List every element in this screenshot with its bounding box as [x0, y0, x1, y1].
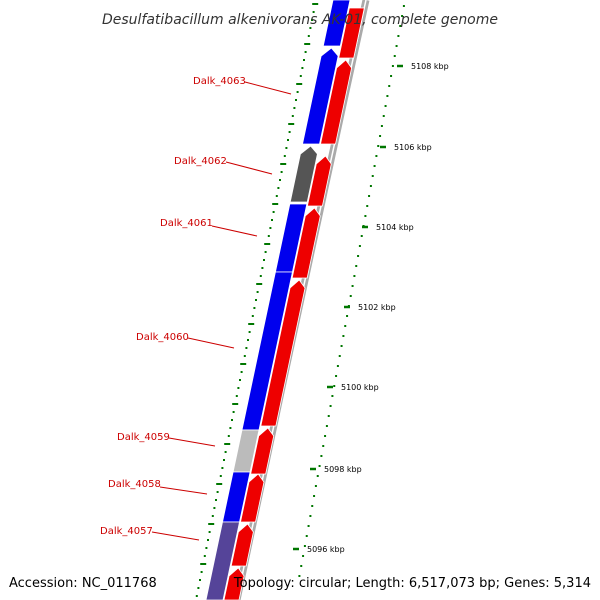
gene-forward	[291, 207, 321, 279]
gene-forward	[260, 279, 306, 427]
gene-reverse	[322, 0, 351, 47]
kbp-label: 5108 kbp	[411, 62, 449, 71]
gene-label: Dalk_4061	[160, 218, 213, 229]
gene-label: Dalk_4058	[108, 479, 161, 490]
leader-line	[151, 531, 200, 541]
leader-line	[244, 81, 292, 95]
gene-label: Dalk_4057	[100, 526, 153, 537]
tick-layer	[195, 3, 405, 597]
gene-reverse-dalk-4062	[289, 145, 318, 203]
gene-reverse-dalk-4063	[302, 47, 339, 145]
kbp-label: 5102 kbp	[358, 303, 396, 312]
kbp-label: 5100 kbp	[341, 383, 379, 392]
kbp-label: 5106 kbp	[394, 143, 432, 152]
gene-forward	[240, 473, 265, 523]
gene-label: Dalk_4060	[136, 332, 189, 343]
gene-label: Dalk_4059	[117, 432, 170, 443]
gene-forward	[250, 427, 275, 475]
gene-forward	[230, 523, 254, 567]
accession-text: Accession: NC_011768	[9, 576, 157, 591]
gene-label: Dalk_4062	[174, 156, 227, 167]
leader-line	[225, 161, 273, 175]
gene-layer	[205, 0, 370, 600]
leader-line	[159, 486, 208, 495]
leader-line	[211, 225, 258, 237]
label-layer: 5108 kbp 5106 kbp 5104 kbp 5102 kbp 5100 kbp…	[100, 62, 449, 554]
leader-line	[168, 437, 216, 447]
gene-forward	[306, 155, 332, 207]
kbp-label: 5104 kbp	[376, 223, 414, 232]
leader-line-layer	[151, 81, 292, 541]
map-title: Desulfatibacillum alkenivorans AK-01, co…	[102, 12, 498, 28]
leader-line	[187, 337, 235, 349]
genome-summary-text: Topology: circular; Length: 6,517,073 bp…	[233, 576, 591, 591]
gene-forward	[223, 567, 245, 600]
gene-label: Dalk_4063	[193, 76, 246, 87]
kbp-label: 5096 kbp	[307, 545, 345, 554]
gene-forward	[320, 59, 353, 145]
gene-forward	[338, 7, 365, 59]
kbp-label: 5098 kbp	[324, 465, 362, 474]
gene-reverse-dalk-4057	[205, 521, 241, 600]
